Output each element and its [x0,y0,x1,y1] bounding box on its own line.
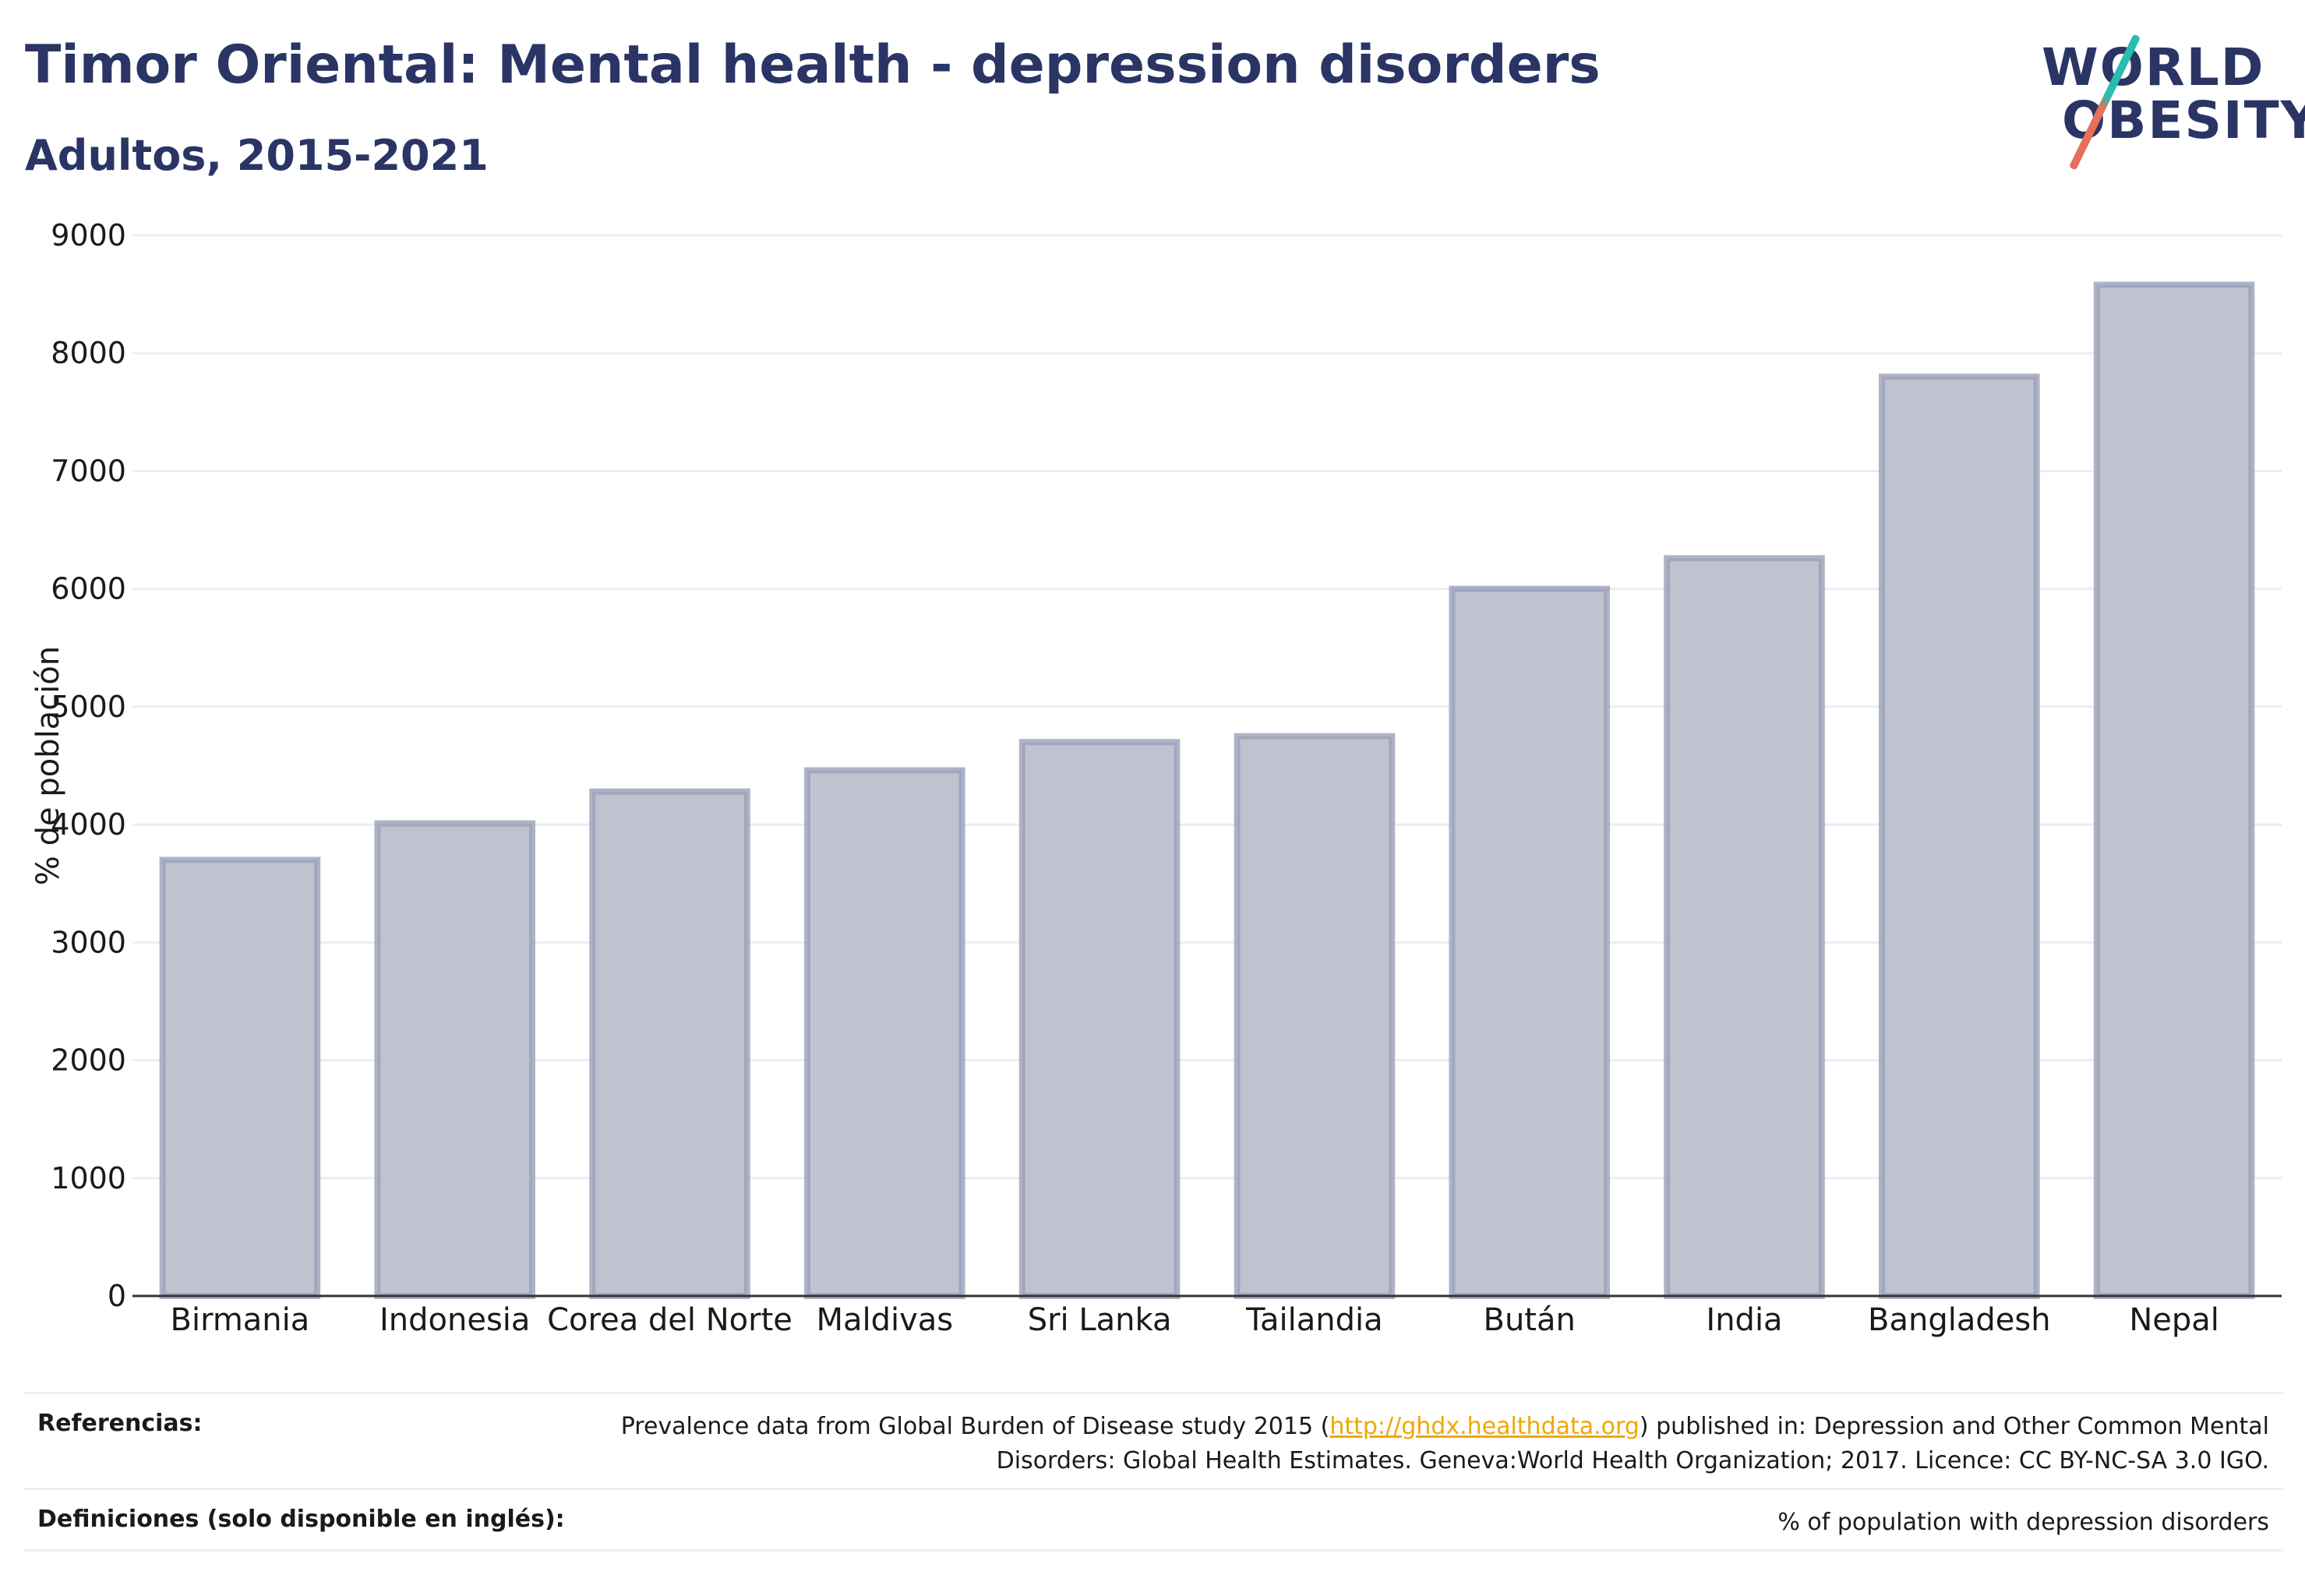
x-tick-label: Nepal [2129,1302,2219,1338]
references-post: ) published in: Depression and Other Com… [996,1413,2269,1474]
x-tick-label: India [1706,1302,1782,1338]
references-link[interactable]: http://ghdx.healthdata.org [1329,1413,1640,1440]
bar[interactable] [1018,739,1181,1299]
x-tick-label: Indonesia [379,1302,530,1338]
references-pre: Prevalence data from Global Burden of Di… [620,1413,1330,1440]
x-tick-label: Bután [1484,1302,1576,1338]
x-tick-label: Corea del Norte [547,1302,792,1338]
world-obesity-logo: WORLD OBESITY [2026,23,2305,171]
chart-title: Timor Oriental: Mental health - depressi… [25,34,1601,96]
bar[interactable] [2093,281,2255,1300]
bar[interactable] [374,820,535,1299]
references-row: Referencias: Prevalence data from Global… [23,1392,2283,1488]
definitions-text: % of population with depression disorder… [1777,1509,2269,1536]
y-tick-label: 8000 [51,336,126,370]
bars [159,281,2255,1300]
bar[interactable] [159,856,321,1299]
x-tick-label: Tailandia [1245,1302,1382,1338]
definitions-row: Definiciones (solo disponible en inglés)… [23,1488,2283,1552]
chart-subtitle: Adultos, 2015-2021 [25,131,489,180]
references-text: Prevalence data from Global Burden of Di… [555,1410,2269,1478]
footer: Referencias: Prevalence data from Global… [23,1392,2283,1552]
y-tick-label: 7000 [51,454,126,488]
y-tick-label: 4000 [51,807,126,842]
references-label: Referencias: [37,1410,203,1437]
x-tick-label: Bangladesh [1868,1302,2051,1338]
x-tick-label: Sri Lanka [1028,1302,1172,1338]
y-axis-ticks: 0 1000 2000 3000 4000 5000 6000 7000 8000 9000 [51,218,126,1313]
y-tick-label: 1000 [51,1161,126,1195]
x-tick-label: Birmania [171,1302,310,1338]
definitions-label: Definiciones (solo disponible en inglés)… [37,1506,565,1533]
x-axis-labels: Birmania Indonesia Corea del Norte Maldivas… [171,1302,2219,1338]
y-tick-label: 2000 [51,1043,126,1078]
bar[interactable] [1664,555,1825,1299]
y-tick-label: 3000 [51,925,126,959]
y-tick-label: 6000 [51,572,126,606]
x-tick-label: Maldivas [816,1302,953,1338]
bar[interactable] [1234,733,1396,1299]
bar[interactable] [804,767,965,1299]
y-axis-title: % de población [30,646,66,885]
y-tick-label: 0 [108,1279,126,1313]
bar[interactable] [589,788,750,1299]
bar[interactable] [1449,585,1610,1299]
bar[interactable] [1879,373,2040,1299]
bar-chart: 0 1000 2000 3000 4000 5000 6000 7000 8000 9000 Bi… [30,218,2282,1338]
y-tick-label: 5000 [51,690,126,724]
y-tick-label: 9000 [51,218,126,252]
logo-text-world: WORLD [2042,37,2265,97]
